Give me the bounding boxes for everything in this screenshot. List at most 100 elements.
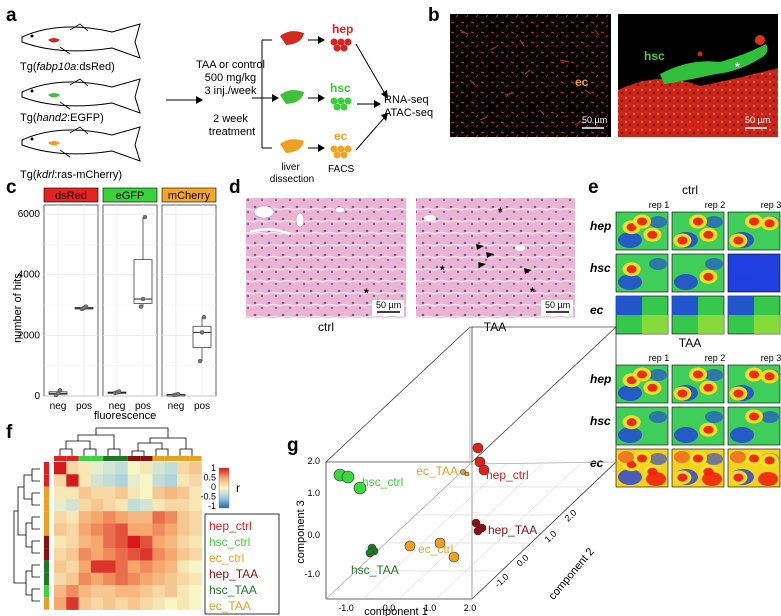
c-point — [175, 391, 181, 397]
hsc-green — [660, 44, 768, 84]
f-cell — [90, 535, 104, 549]
b-scale-left: 50 µm — [582, 115, 607, 125]
e-blob — [677, 389, 688, 398]
f-cell — [177, 560, 190, 573]
c-ytick-2: 4000 — [18, 270, 41, 281]
c-xtick-neg: neg — [109, 401, 126, 412]
f-cell — [66, 523, 79, 537]
c-ytick-3: 6000 — [18, 209, 41, 220]
f-cell — [54, 523, 67, 537]
e-blob — [649, 453, 667, 465]
c-point — [199, 330, 205, 335]
g-label-hep_TAA: hep_TAA — [488, 523, 537, 537]
f-cell — [189, 585, 202, 598]
c-xlabel: fluorescence — [94, 410, 156, 422]
c-point — [83, 304, 89, 309]
f-cell — [78, 560, 92, 573]
f-cell — [164, 486, 178, 500]
b-scale-right: 50 µm — [745, 115, 770, 125]
c-ytick-0: 0 — [34, 391, 40, 402]
e-blob — [649, 411, 667, 423]
f-cell — [189, 486, 202, 500]
f-cell — [152, 572, 165, 586]
liver-dissection-text: liver dissection — [270, 162, 314, 185]
f-cell — [177, 597, 190, 610]
f-col-color — [127, 456, 141, 461]
e-rep-label: rep 1 — [649, 353, 670, 363]
f-cell — [127, 572, 141, 586]
f-cell — [189, 523, 202, 537]
g-label-hep_ctrl: hep_ctrl — [486, 468, 529, 482]
e-blob — [637, 370, 647, 379]
celltype-hep-label: hep — [332, 22, 353, 36]
f-cell — [103, 486, 116, 500]
f-row-label-hsc_TAA: hsc_TAA — [209, 583, 257, 597]
f-legend-tick: -0.5 — [200, 492, 216, 502]
f-cell — [140, 548, 153, 561]
d-scale-taa: 50 µm — [545, 300, 570, 310]
e-blob — [674, 427, 698, 443]
liver-ec — [280, 139, 304, 153]
b-hsc-label: hsc — [644, 49, 665, 63]
panel-e: ctrl TAA rep 1 rep 2 rep 3 hep hsc ec rep 1 rep… — [590, 183, 781, 488]
f-cell — [66, 548, 79, 561]
e-blob — [647, 383, 658, 392]
f-cell — [78, 535, 92, 549]
e-blob — [626, 265, 637, 274]
f-cell — [152, 498, 165, 512]
f-cell — [127, 511, 141, 524]
f-cell — [90, 486, 104, 500]
panel-label-c: c — [6, 177, 17, 198]
f-cell — [103, 498, 116, 512]
f-cell — [177, 498, 190, 512]
f-cell — [189, 535, 202, 549]
f-cell — [103, 523, 116, 537]
f-cell — [164, 548, 178, 561]
e-blob — [730, 451, 746, 463]
svg-text:0.0: 0.0 — [307, 530, 320, 540]
e-row-label-hsc: hsc — [590, 261, 611, 275]
svg-text:2.0: 2.0 — [464, 603, 477, 613]
fish-2: Tg(hand2:EGFP) — [20, 78, 141, 124]
f-cell — [115, 535, 129, 549]
c-xtick-neg: neg — [50, 401, 67, 412]
f-cell — [164, 523, 178, 537]
f-cell — [127, 474, 141, 487]
f-label-box — [204, 513, 280, 615]
he-ctrl — [246, 198, 406, 318]
f-cell — [54, 511, 67, 524]
f-cell — [127, 498, 141, 512]
e-blob — [764, 219, 775, 228]
f-cell — [152, 585, 165, 598]
f-row-color — [44, 585, 49, 598]
f-cell — [177, 523, 190, 537]
f-cell — [127, 585, 141, 598]
f-col-color — [189, 456, 202, 461]
f-cell — [103, 511, 116, 524]
e-blob — [618, 385, 642, 401]
f-cell — [127, 535, 141, 549]
f-cell — [54, 474, 67, 487]
e-blob — [672, 296, 698, 315]
e-blob — [764, 456, 775, 465]
f-cell — [115, 523, 129, 537]
e-blob — [703, 230, 714, 239]
liver-hep — [280, 31, 304, 45]
celltype-ec-label: ec — [334, 129, 348, 143]
f-cell — [177, 511, 190, 524]
e-blob — [749, 454, 759, 463]
g-point-hsc_ctrl — [341, 470, 355, 484]
f-cell — [152, 474, 165, 487]
panel-label-g: g — [287, 435, 299, 456]
svg-text:0.0: 0.0 — [383, 603, 396, 613]
f-cell — [140, 474, 153, 487]
e-blob — [761, 258, 779, 270]
f-row-label-hsc_ctrl: hsc_ctrl — [209, 535, 250, 549]
c-facet-label-1: eGFP — [116, 190, 145, 202]
f-cell — [54, 548, 67, 561]
f-cell — [127, 597, 141, 610]
f-cell — [103, 462, 116, 475]
f-col-color — [54, 456, 67, 461]
f-cell — [177, 486, 190, 500]
c-ylabel: number of hits — [12, 273, 24, 343]
